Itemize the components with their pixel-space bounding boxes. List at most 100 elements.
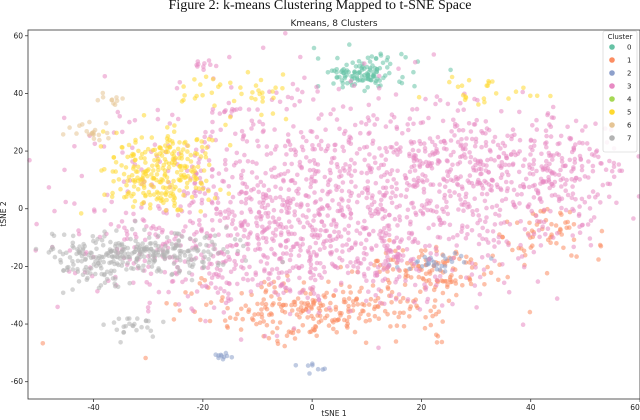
cluster-3-point <box>175 212 181 218</box>
cluster-3-point <box>308 262 314 267</box>
cluster-3-point <box>441 209 447 214</box>
cluster-3-point <box>382 172 387 178</box>
cluster-3-point <box>483 119 489 124</box>
cluster-3-point <box>329 222 334 227</box>
cluster-3-point <box>577 204 582 209</box>
cluster-5-point <box>199 139 204 144</box>
cluster-3-point <box>318 146 324 152</box>
cluster-3-point <box>180 279 185 285</box>
cluster-7-point <box>141 254 147 260</box>
cluster-3-point <box>433 101 438 107</box>
cluster-3-point <box>491 139 496 144</box>
cluster-3-point <box>451 255 456 261</box>
cluster-7-point <box>204 242 209 248</box>
cluster-3-point <box>590 168 596 174</box>
cluster-3-point <box>550 157 555 162</box>
cluster-3-point <box>213 63 219 69</box>
cluster-3-point <box>590 163 596 169</box>
cluster-3-point <box>328 111 333 117</box>
cluster-3-point <box>422 141 427 146</box>
cluster-1-point <box>270 302 275 308</box>
cluster-3-point <box>313 240 319 246</box>
cluster-3-point <box>451 149 456 155</box>
cluster-3-point <box>67 248 73 253</box>
cluster-5-point <box>534 93 540 99</box>
cluster-3-point <box>573 197 578 202</box>
cluster-3-point <box>295 87 300 92</box>
cluster-3-point <box>119 219 125 224</box>
cluster-3-point <box>428 198 433 204</box>
cluster-3-point <box>318 197 323 202</box>
cluster-3-point <box>518 242 523 248</box>
cluster-3-point <box>254 220 259 225</box>
cluster-7-point <box>151 257 156 262</box>
cluster-3-point <box>372 199 377 205</box>
cluster-3-point <box>437 182 443 187</box>
cluster-3-point <box>102 74 108 79</box>
cluster-3-point <box>354 199 360 205</box>
cluster-3-point <box>289 161 295 167</box>
cluster-3-point <box>483 237 489 242</box>
cluster-3-point <box>394 277 400 282</box>
legend-marker-7 <box>609 135 615 141</box>
cluster-3-point <box>504 169 510 175</box>
cluster-3-point <box>565 124 570 130</box>
cluster-1-point <box>189 291 194 296</box>
cluster-3-point <box>210 129 215 135</box>
cluster-1-point <box>374 258 380 264</box>
cluster-7-point <box>91 238 96 244</box>
cluster-3-point <box>202 134 207 140</box>
cluster-1-point <box>428 281 433 287</box>
cluster-3-point <box>445 211 451 217</box>
cluster-1-point <box>401 310 406 316</box>
cluster-3-point <box>405 122 411 127</box>
cluster-2-point <box>320 367 326 372</box>
x-tick-label: 0 <box>310 403 315 412</box>
cluster-5-point <box>152 158 157 163</box>
cluster-3-point <box>532 138 537 144</box>
cluster-3-point <box>386 232 392 238</box>
cluster-3-point <box>290 196 296 202</box>
cluster-3-point <box>312 277 318 283</box>
cluster-2-point <box>305 363 311 368</box>
cluster-3-point <box>526 184 532 190</box>
cluster-3-point <box>386 223 392 228</box>
cluster-3-point <box>478 171 483 177</box>
cluster-1-point <box>324 290 330 296</box>
cluster-3-point <box>552 179 558 185</box>
cluster-5-point <box>166 165 172 170</box>
cluster-1-point <box>390 267 396 272</box>
cluster-5-point <box>178 173 184 178</box>
cluster-5-point <box>78 211 84 216</box>
cluster-3-point <box>328 238 333 244</box>
cluster-3-point <box>347 167 352 172</box>
cluster-3-point <box>278 186 284 191</box>
cluster-1-point <box>404 268 409 274</box>
cluster-5-point <box>198 180 204 186</box>
cluster-3-point <box>207 261 212 267</box>
cluster-3-point <box>434 149 439 154</box>
cluster-7-point <box>216 250 221 256</box>
cluster-7-point <box>114 228 119 233</box>
cluster-3-point <box>503 179 509 185</box>
cluster-3-point <box>159 230 165 235</box>
cluster-1-point <box>385 285 391 290</box>
cluster-3-point <box>265 255 270 260</box>
cluster-1-point <box>418 289 423 295</box>
cluster-3-point <box>241 133 247 138</box>
cluster-7-point <box>95 236 100 242</box>
cluster-3-point <box>79 173 85 179</box>
cluster-3-point <box>436 215 442 220</box>
cluster-3-point <box>120 129 125 135</box>
cluster-3-point <box>577 153 583 159</box>
cluster-5-point <box>135 169 140 174</box>
cluster-7-point <box>149 264 155 269</box>
cluster-1-point <box>164 301 169 306</box>
cluster-3-point <box>312 171 318 177</box>
cluster-7-point <box>133 259 139 265</box>
cluster-3-point <box>464 136 469 141</box>
cluster-0-point <box>368 65 373 71</box>
cluster-0-point <box>315 56 321 61</box>
